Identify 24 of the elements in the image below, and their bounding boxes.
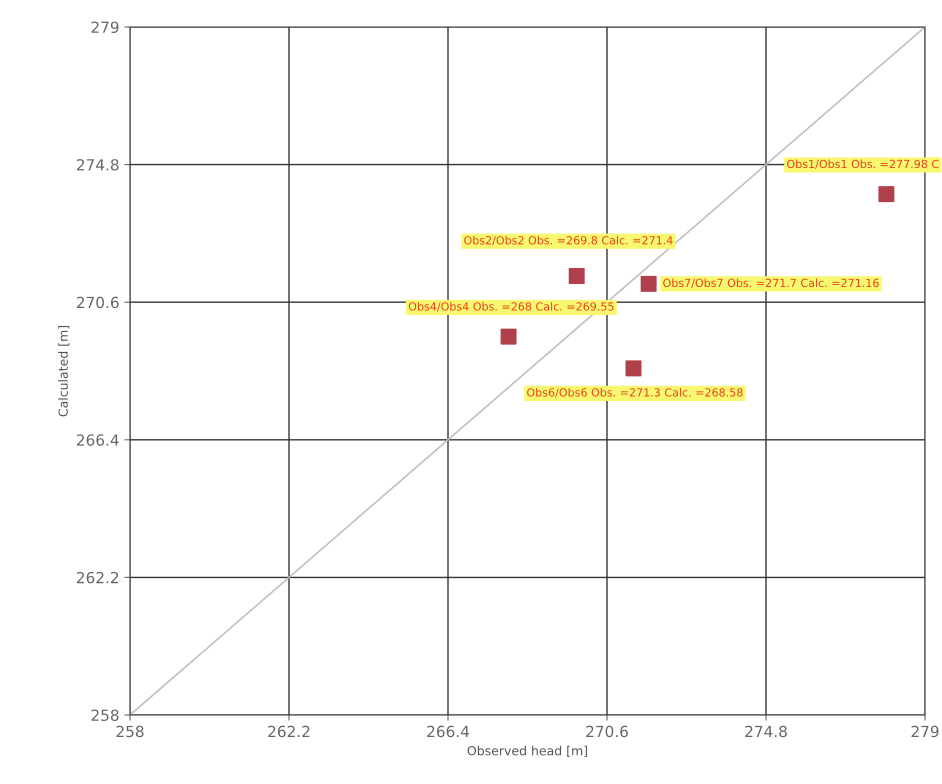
annotation: Obs2/Obs2 Obs. =269.8 Calc. =271.4: [464, 236, 673, 246]
x-tick-label: 262.2: [268, 726, 310, 738]
y-tick-label: 266.4: [76, 434, 119, 446]
x-axis-title: Observed head [m]: [468, 746, 588, 757]
point: [500, 328, 517, 345]
point: [568, 268, 585, 284]
annotation: Obs1/Obs1 Obs. =277.98 C: [787, 160, 939, 170]
annotation: Obs6/Obs6 Obs. =271.3 Calc. =268.58: [527, 388, 743, 398]
annotation: Obs7/Obs7 Obs. =271.7 Calc. =271.16: [663, 278, 879, 288]
x-tick-label: 266.4: [427, 726, 470, 738]
x-tick-label: 270.6: [586, 726, 628, 738]
point: [626, 360, 642, 376]
y-tick-label: 262.2: [76, 572, 118, 584]
y-tick-label: 274.8: [76, 159, 119, 171]
x-tick-label: 258: [116, 726, 144, 738]
point: [640, 276, 657, 292]
y-tick-label: 258: [92, 709, 119, 722]
y-axis-title: Calculated [m]: [58, 326, 70, 416]
annotation: Obs4/Obs4 Obs. =268 Calc. =269.55: [408, 302, 614, 312]
y-tick-label: 279: [92, 21, 119, 34]
x-tick-label: 274.8: [745, 726, 787, 738]
x-tick-label: 279: [912, 726, 939, 738]
y-tick-label: 270.6: [76, 296, 119, 308]
point: [878, 186, 894, 202]
